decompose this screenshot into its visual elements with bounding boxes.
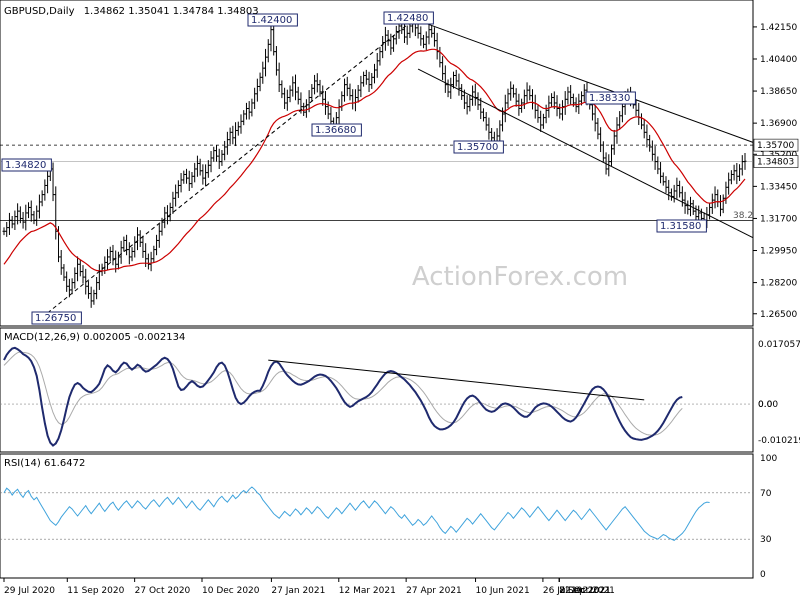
date-axis-label: 8 Sep 2021 bbox=[559, 586, 610, 596]
macd-panel bbox=[0, 327, 754, 453]
level-label: 1.36680 bbox=[311, 123, 362, 137]
price-axis-label: 1.28200 bbox=[760, 279, 797, 289]
price-title: GBPUSD,Daily 1.34862 1.35041 1.34784 1.3… bbox=[4, 6, 259, 17]
watermark: ActionForex.com bbox=[412, 262, 628, 292]
upper-channel-line bbox=[415, 19, 754, 143]
date-axis-label: 22 Oct 2021 bbox=[559, 586, 615, 596]
price-bar bbox=[743, 153, 747, 170]
macd-axis-label: 0.017057 bbox=[758, 340, 800, 350]
svg-text:1.42400: 1.42400 bbox=[251, 15, 292, 26]
fib-note: 38.2 bbox=[733, 211, 753, 221]
macd-title: MACD(12,26,9) 0.002005 -0.002134 bbox=[4, 332, 185, 343]
level-label: 1.38330 bbox=[585, 91, 636, 105]
svg-text:1.34803: 1.34803 bbox=[757, 158, 794, 168]
level-label: 1.34820 bbox=[1, 158, 52, 172]
rsi-axis-label: 70 bbox=[760, 489, 772, 499]
price-axis-label: 1.36900 bbox=[760, 119, 797, 129]
current-price-tag: 1.34803 bbox=[753, 155, 799, 168]
svg-text:1.38330: 1.38330 bbox=[589, 93, 630, 104]
level-label: 1.42480 bbox=[383, 11, 434, 25]
price-axis-label: 1.33450 bbox=[760, 182, 797, 192]
rsi-axis-label: 30 bbox=[760, 535, 772, 545]
price-symbol: GBPUSD,Daily bbox=[4, 6, 75, 17]
rsi-panel bbox=[0, 453, 754, 579]
date-axis-label: 29 Jul 2020 bbox=[4, 586, 55, 596]
date-axis-label: 11 Sep 2020 bbox=[67, 586, 124, 596]
macd-axis-label: 0.0 bbox=[758, 400, 773, 410]
label-layer: 1.34820 1.42400 1.42480 1.36680 1.35700 1.383… bbox=[1, 11, 799, 325]
macd-trend-line bbox=[268, 359, 645, 401]
macd-signal-line bbox=[3, 351, 683, 436]
date-axis-label: 7 Dec 2021 bbox=[559, 586, 611, 596]
resistance-tag: 1.35700 bbox=[753, 138, 799, 152]
svg-text:1.34820: 1.34820 bbox=[5, 160, 46, 171]
rising-trend-line bbox=[47, 20, 413, 314]
ohlc-readout: 1.34862 1.35041 1.34784 1.34803 bbox=[84, 6, 259, 17]
svg-text:1.36680: 1.36680 bbox=[315, 125, 356, 136]
rsi-line bbox=[3, 486, 710, 541]
rsi-title: RSI(14) 61.6472 bbox=[4, 458, 85, 469]
date-axis-label: 27 Apr 2021 bbox=[406, 586, 462, 596]
date-axis-label: 27 Jan 2021 bbox=[271, 586, 325, 596]
date-axis-label: 10 Jun 2021 bbox=[476, 586, 530, 596]
svg-text:1.35700: 1.35700 bbox=[757, 141, 794, 151]
macd-axis-label: 0.00 bbox=[758, 400, 778, 410]
price-axis-label: 1.42150 bbox=[760, 23, 797, 33]
price-layer bbox=[0, 14, 754, 314]
lower-channel-line bbox=[417, 68, 754, 239]
svg-text:1.26750: 1.26750 bbox=[35, 313, 76, 324]
price-axis-label: 1.40400 bbox=[760, 55, 797, 65]
svg-text:1.31580: 1.31580 bbox=[660, 221, 701, 232]
macd-layer bbox=[0, 346, 753, 447]
level-label: 1.35700 bbox=[453, 140, 504, 154]
price-panel bbox=[0, 0, 754, 327]
price-axis-label: 1.38650 bbox=[760, 87, 797, 97]
rsi-axis-label: 0 bbox=[760, 570, 766, 580]
rsi-axis-label: 100 bbox=[760, 454, 777, 464]
macd-axis-label: -0.010219 bbox=[758, 436, 800, 446]
date-axis-label: 27 Oct 2020 bbox=[135, 586, 191, 596]
price-axis-label: 1.31700 bbox=[760, 214, 797, 224]
svg-text:1.42480: 1.42480 bbox=[387, 13, 428, 24]
level-label: 1.42400 bbox=[247, 13, 298, 27]
level-label: 1.31580 bbox=[656, 219, 707, 233]
price-axis-label: 1.29950 bbox=[760, 247, 797, 257]
date-axis-label: 26 Jul 2021 bbox=[543, 586, 594, 596]
svg-text:1.35700: 1.35700 bbox=[457, 142, 498, 153]
level-label: 1.26750 bbox=[31, 311, 82, 325]
macd-line bbox=[3, 346, 683, 447]
date-axis-label: 10 Dec 2020 bbox=[202, 586, 260, 596]
price-axis-label: 1.26500 bbox=[760, 310, 797, 320]
moving-average-line bbox=[3, 48, 746, 272]
date-axis-label: 12 Mar 2021 bbox=[339, 586, 396, 596]
rsi-layer bbox=[0, 486, 753, 541]
